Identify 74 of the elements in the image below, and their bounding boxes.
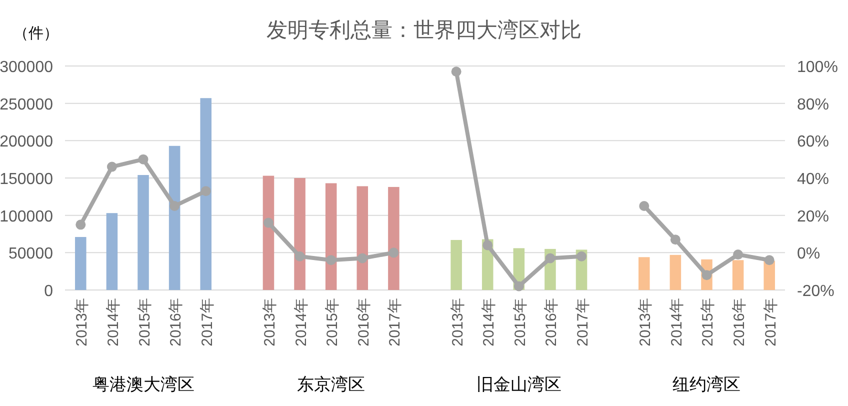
point [76, 220, 86, 230]
y-tick-label: 200000 [0, 134, 54, 151]
y2-tick-label: 60% [797, 134, 830, 151]
point [482, 240, 493, 250]
point [106, 162, 117, 172]
x-tick-label: 2013年 [637, 298, 654, 346]
point [294, 251, 305, 262]
bar [325, 183, 337, 290]
point [170, 201, 180, 211]
bar [75, 236, 86, 290]
x-tick-label: 2014年 [104, 298, 122, 346]
bar [356, 186, 368, 290]
x-tick-label: 2016年 [543, 298, 560, 346]
y-axis-title: （件） [14, 25, 58, 42]
point [200, 186, 211, 196]
point [764, 255, 774, 266]
bar [138, 175, 149, 290]
point [733, 250, 744, 260]
y2-tick-label: -20% [797, 283, 834, 300]
x-tick-label: 2016年 [168, 298, 185, 346]
y-tick-label: 0 [44, 283, 54, 300]
point [670, 234, 680, 245]
x-tick-label: 2015年 [324, 298, 342, 346]
bar [262, 176, 274, 290]
x-tick-label: 2016年 [355, 298, 372, 346]
chart-title: 发明专利总量：世界四大湾区对比 [266, 19, 582, 42]
point [357, 253, 368, 264]
text: 东京湾区 [297, 375, 366, 394]
y-tick-label: 300000 [0, 59, 54, 76]
y-tick-label: 250000 [0, 96, 54, 114]
bar [638, 257, 650, 290]
point [388, 248, 399, 258]
y2-tick-label: 20% [797, 208, 830, 226]
x-tick-label: 2015年 [512, 298, 529, 346]
x-tick-label: 2017年 [198, 298, 216, 346]
point [263, 218, 274, 228]
point [514, 281, 524, 292]
bar [732, 260, 744, 290]
x-tick-label: 2014年 [292, 298, 310, 346]
y-tick-label: 150000 [0, 171, 54, 188]
x-tick-label: 2017年 [762, 298, 780, 346]
text: 旧金山湾区 [476, 375, 562, 394]
y-tick-label: 50000 [8, 246, 54, 263]
x-tick-label: 2013年 [449, 298, 466, 346]
point [576, 251, 587, 262]
point [545, 253, 556, 264]
x-tick-label: 2013年 [261, 298, 278, 346]
text: 纽约湾区 [672, 375, 741, 394]
bar [294, 178, 306, 290]
x-tick-label: 2014年 [480, 298, 498, 346]
point [451, 66, 462, 77]
bar [388, 186, 400, 290]
y2-tick-label: 0% [797, 246, 820, 263]
bar [200, 98, 212, 290]
x-tick-label: 2016年 [731, 298, 748, 346]
point [138, 154, 148, 164]
bar [106, 213, 118, 290]
bar [450, 240, 462, 290]
x-tick-label: 2014年 [668, 298, 686, 346]
y-tick-label: 100000 [0, 208, 54, 226]
y2-tick-label: 100% [797, 59, 838, 76]
text: 粤港澳大湾区 [92, 375, 194, 394]
x-tick-label: 2013年 [74, 298, 91, 346]
bar [670, 254, 682, 290]
x-tick-label: 2017年 [386, 298, 404, 346]
bar [764, 260, 775, 290]
point [326, 255, 336, 266]
x-tick-label: 2015年 [700, 298, 717, 346]
x-tick-label: 2017年 [574, 298, 592, 346]
y2-tick-label: 40% [797, 171, 830, 188]
point [639, 201, 650, 211]
y2-tick-label: 80% [797, 96, 830, 114]
bar [168, 146, 180, 290]
x-tick-label: 2015年 [136, 298, 154, 346]
